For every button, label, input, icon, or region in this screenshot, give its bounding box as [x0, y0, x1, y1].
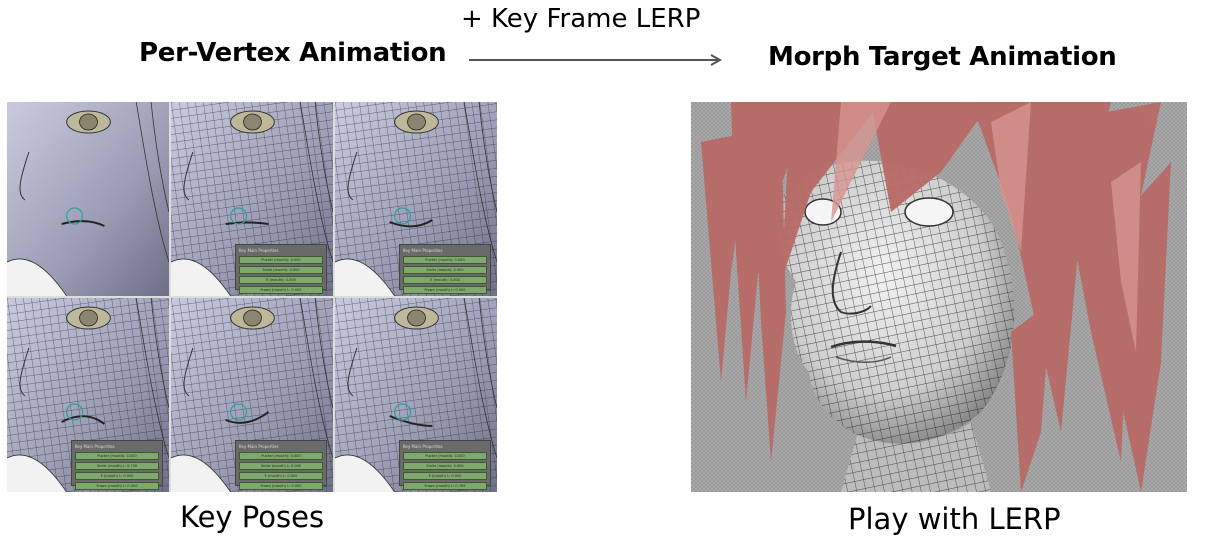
pose-tile [7, 102, 169, 296]
pose-tile: Key Main Properties Pucker (mouth): 0.000… [7, 298, 169, 492]
face-illustration [7, 102, 169, 296]
shape-key-slider: Pucker (mouth): 0.000 [239, 452, 323, 460]
shape-key-slider: Smile (mouth): 0.000 [239, 266, 323, 274]
right-title: Morph Target Animation [768, 42, 1117, 72]
shape-key-slider: E (mouth) L: 0.000 [75, 472, 159, 480]
shape-key-slider: Frown (mouth) L: 0.789 [403, 482, 487, 490]
shape-key-slider: Frown (mouth) L: 0.000 [75, 482, 159, 490]
key-poses-grid: Key Main Properties Pucker (mouth): 0.000… [7, 102, 497, 492]
shape-key-slider: Smile (mouth): 0.000 [403, 462, 487, 470]
panel-title: Key Main Properties [239, 444, 279, 449]
face-illustration [335, 102, 497, 296]
shape-key-slider: Frown (mouth) L: 0.000 [239, 286, 323, 294]
shape-key-slider: Frown (mouth) L: 0.000 [239, 482, 323, 490]
shape-key-slider: Smile (mouth) L: 0.726 [75, 462, 159, 470]
shape-key-slider: Smile (mouth): 0.000 [403, 266, 487, 274]
panel-title: Key Main Properties [403, 444, 443, 449]
shape-key-panel: Key Main Properties Pucker (mouth): 0.000… [235, 244, 327, 294]
panel-title: Key Main Properties [239, 248, 279, 253]
arrow-icon [469, 54, 723, 66]
shape-key-slider: Pucker (mouth): 0.000 [75, 452, 159, 460]
shape-key-slider: Frown (mouth) L: 0.000 [403, 286, 487, 294]
pose-tile: Key Main Properties Pucker (mouth): 0.000… [335, 298, 497, 492]
shape-key-slider: Pucker (mouth): 0.000 [403, 452, 487, 460]
shape-key-slider: E (mouth): 0.000 [239, 276, 323, 284]
shape-key-panel: Key Main Properties Pucker (mouth): 0.000… [71, 440, 163, 490]
left-title: Per-Vertex Animation [139, 38, 447, 68]
pose-tile: Key Main Properties Pucker (mouth): 0.000… [171, 102, 333, 296]
shape-key-slider: Smile (mouth) L: 0.000 [239, 462, 323, 470]
panel-title: Key Main Properties [403, 248, 443, 253]
right-caption: Play with LERP [848, 502, 1061, 536]
morph-target-image [691, 102, 1187, 492]
shape-key-slider: Pucker (mouth): 0.000 [239, 256, 323, 264]
shape-key-slider: Pucker (mouth): 0.000 [403, 256, 487, 264]
panel-title: Key Main Properties [75, 444, 115, 449]
shape-key-slider: E (mouth) L: 0.000 [403, 472, 487, 480]
shape-key-slider: E (mouth): 0.000 [403, 276, 487, 284]
shape-key-panel: Key Main Properties Pucker (mouth): 0.000… [235, 440, 327, 490]
shape-key-panel: Key Main Properties Pucker (mouth): 0.000… [399, 244, 491, 294]
left-caption: Key Poses [180, 500, 325, 534]
arrow-label: + Key Frame LERP [461, 4, 701, 34]
shape-key-panel: Key Main Properties Pucker (mouth): 0.000… [399, 440, 491, 490]
pose-tile: Key Main Properties Pucker (mouth): 0.000… [335, 102, 497, 296]
pose-tile: Key Main Properties Pucker (mouth): 0.000… [171, 298, 333, 492]
shape-key-slider: E (mouth) L: 0.000 [239, 472, 323, 480]
